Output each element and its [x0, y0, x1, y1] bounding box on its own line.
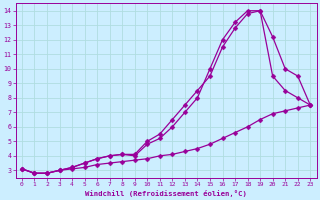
X-axis label: Windchill (Refroidissement éolien,°C): Windchill (Refroidissement éolien,°C) — [85, 190, 247, 197]
